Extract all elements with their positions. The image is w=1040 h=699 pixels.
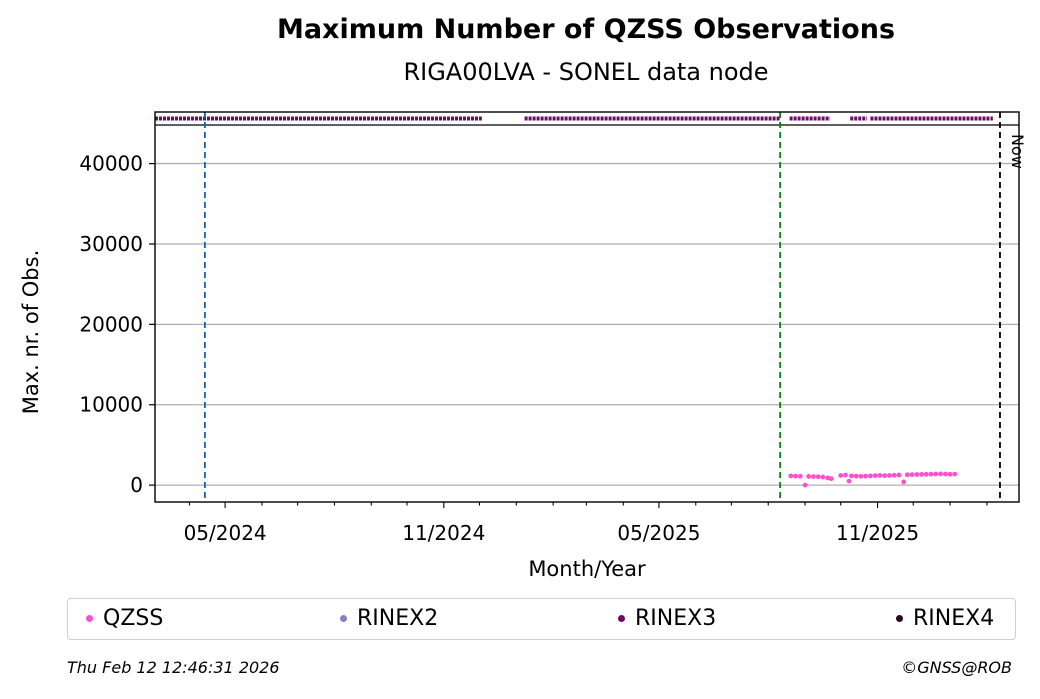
legend-label-rinex3: RINEX3	[635, 606, 717, 631]
qzss-point	[846, 478, 852, 484]
footer-timestamp: Thu Feb 12 12:46:31 2026	[67, 658, 280, 677]
footer-credit: ©GNSS@ROB	[901, 658, 1012, 677]
qzss-point	[882, 473, 888, 479]
legend-label-rinex2: RINEX2	[357, 606, 439, 631]
qzss-point	[952, 471, 958, 477]
x-tick-label: 05/2024	[184, 521, 267, 545]
legend-marker-rinex3	[618, 615, 625, 622]
x-tick-label: 05/2025	[617, 521, 700, 545]
plot-frame	[154, 111, 1020, 503]
qzss-point	[901, 479, 907, 485]
qzss-point	[797, 473, 803, 479]
y-tick-label: 40000	[79, 152, 143, 176]
qzss-point	[872, 473, 878, 479]
qzss-point	[887, 473, 892, 478]
qzss-point	[891, 472, 897, 478]
legend: QZSS RINEX2 RINEX3 RINEX4	[67, 598, 1016, 640]
qzss-point	[788, 473, 794, 479]
qzss-point	[868, 473, 873, 479]
qzss-point	[802, 482, 808, 488]
qzss-point	[838, 473, 844, 478]
chart-subtitle: RIGA00LVA - SONEL data node	[403, 58, 769, 86]
qzss-point	[820, 474, 826, 480]
qzss-point	[806, 474, 812, 479]
x-axis-label: Month/Year	[528, 557, 646, 581]
qzss-point	[914, 472, 920, 477]
qzss-point	[938, 471, 943, 477]
y-tick-label: 30000	[79, 232, 143, 256]
x-tick-label: 11/2025	[836, 521, 919, 545]
qzss-point	[904, 472, 910, 478]
qzss-point	[947, 471, 953, 477]
qzss-point	[896, 472, 902, 478]
legend-marker-rinex4	[896, 615, 903, 622]
qzss-point	[942, 471, 948, 477]
legend-item-rinex4: RINEX4	[896, 606, 994, 631]
qzss-point	[853, 473, 859, 479]
legend-marker-qzss	[86, 615, 93, 622]
legend-item-rinex3: RINEX3	[618, 606, 716, 631]
y-tick-label: 20000	[79, 312, 143, 336]
qzss-point	[933, 471, 939, 477]
legend-label-rinex4: RINEX4	[913, 606, 995, 631]
qzss-point	[793, 473, 798, 479]
x-tick-label: 11/2024	[402, 521, 485, 545]
qzss-point	[843, 472, 848, 478]
qzss-point	[849, 473, 854, 479]
legend-item-rinex2: RINEX2	[340, 606, 438, 631]
qzss-point	[923, 471, 929, 477]
qzss-point	[815, 474, 821, 480]
legend-item-qzss: QZSS	[86, 606, 163, 631]
y-axis-label: Max. nr. of Obs.	[19, 250, 43, 415]
chart-title: Maximum Number of QZSS Observations	[276, 14, 896, 45]
legend-label-qzss: QZSS	[103, 606, 164, 631]
qzss-point	[810, 474, 816, 479]
qzss-point	[919, 472, 924, 477]
qzss-point	[928, 471, 934, 477]
qzss-point	[863, 473, 869, 479]
qzss-point	[828, 476, 834, 482]
chart-canvas: 0 10000 20000 30000 40000 05/2024 11/2024 05/20…	[19, 111, 1027, 581]
qzss-point	[877, 473, 883, 478]
qzss-point	[858, 473, 864, 479]
y-tick-label: 0	[130, 473, 143, 497]
y-tick-label: 10000	[79, 393, 143, 417]
qzss-point	[909, 472, 915, 478]
legend-marker-rinex2	[340, 615, 347, 622]
now-label: Now	[1008, 134, 1027, 169]
